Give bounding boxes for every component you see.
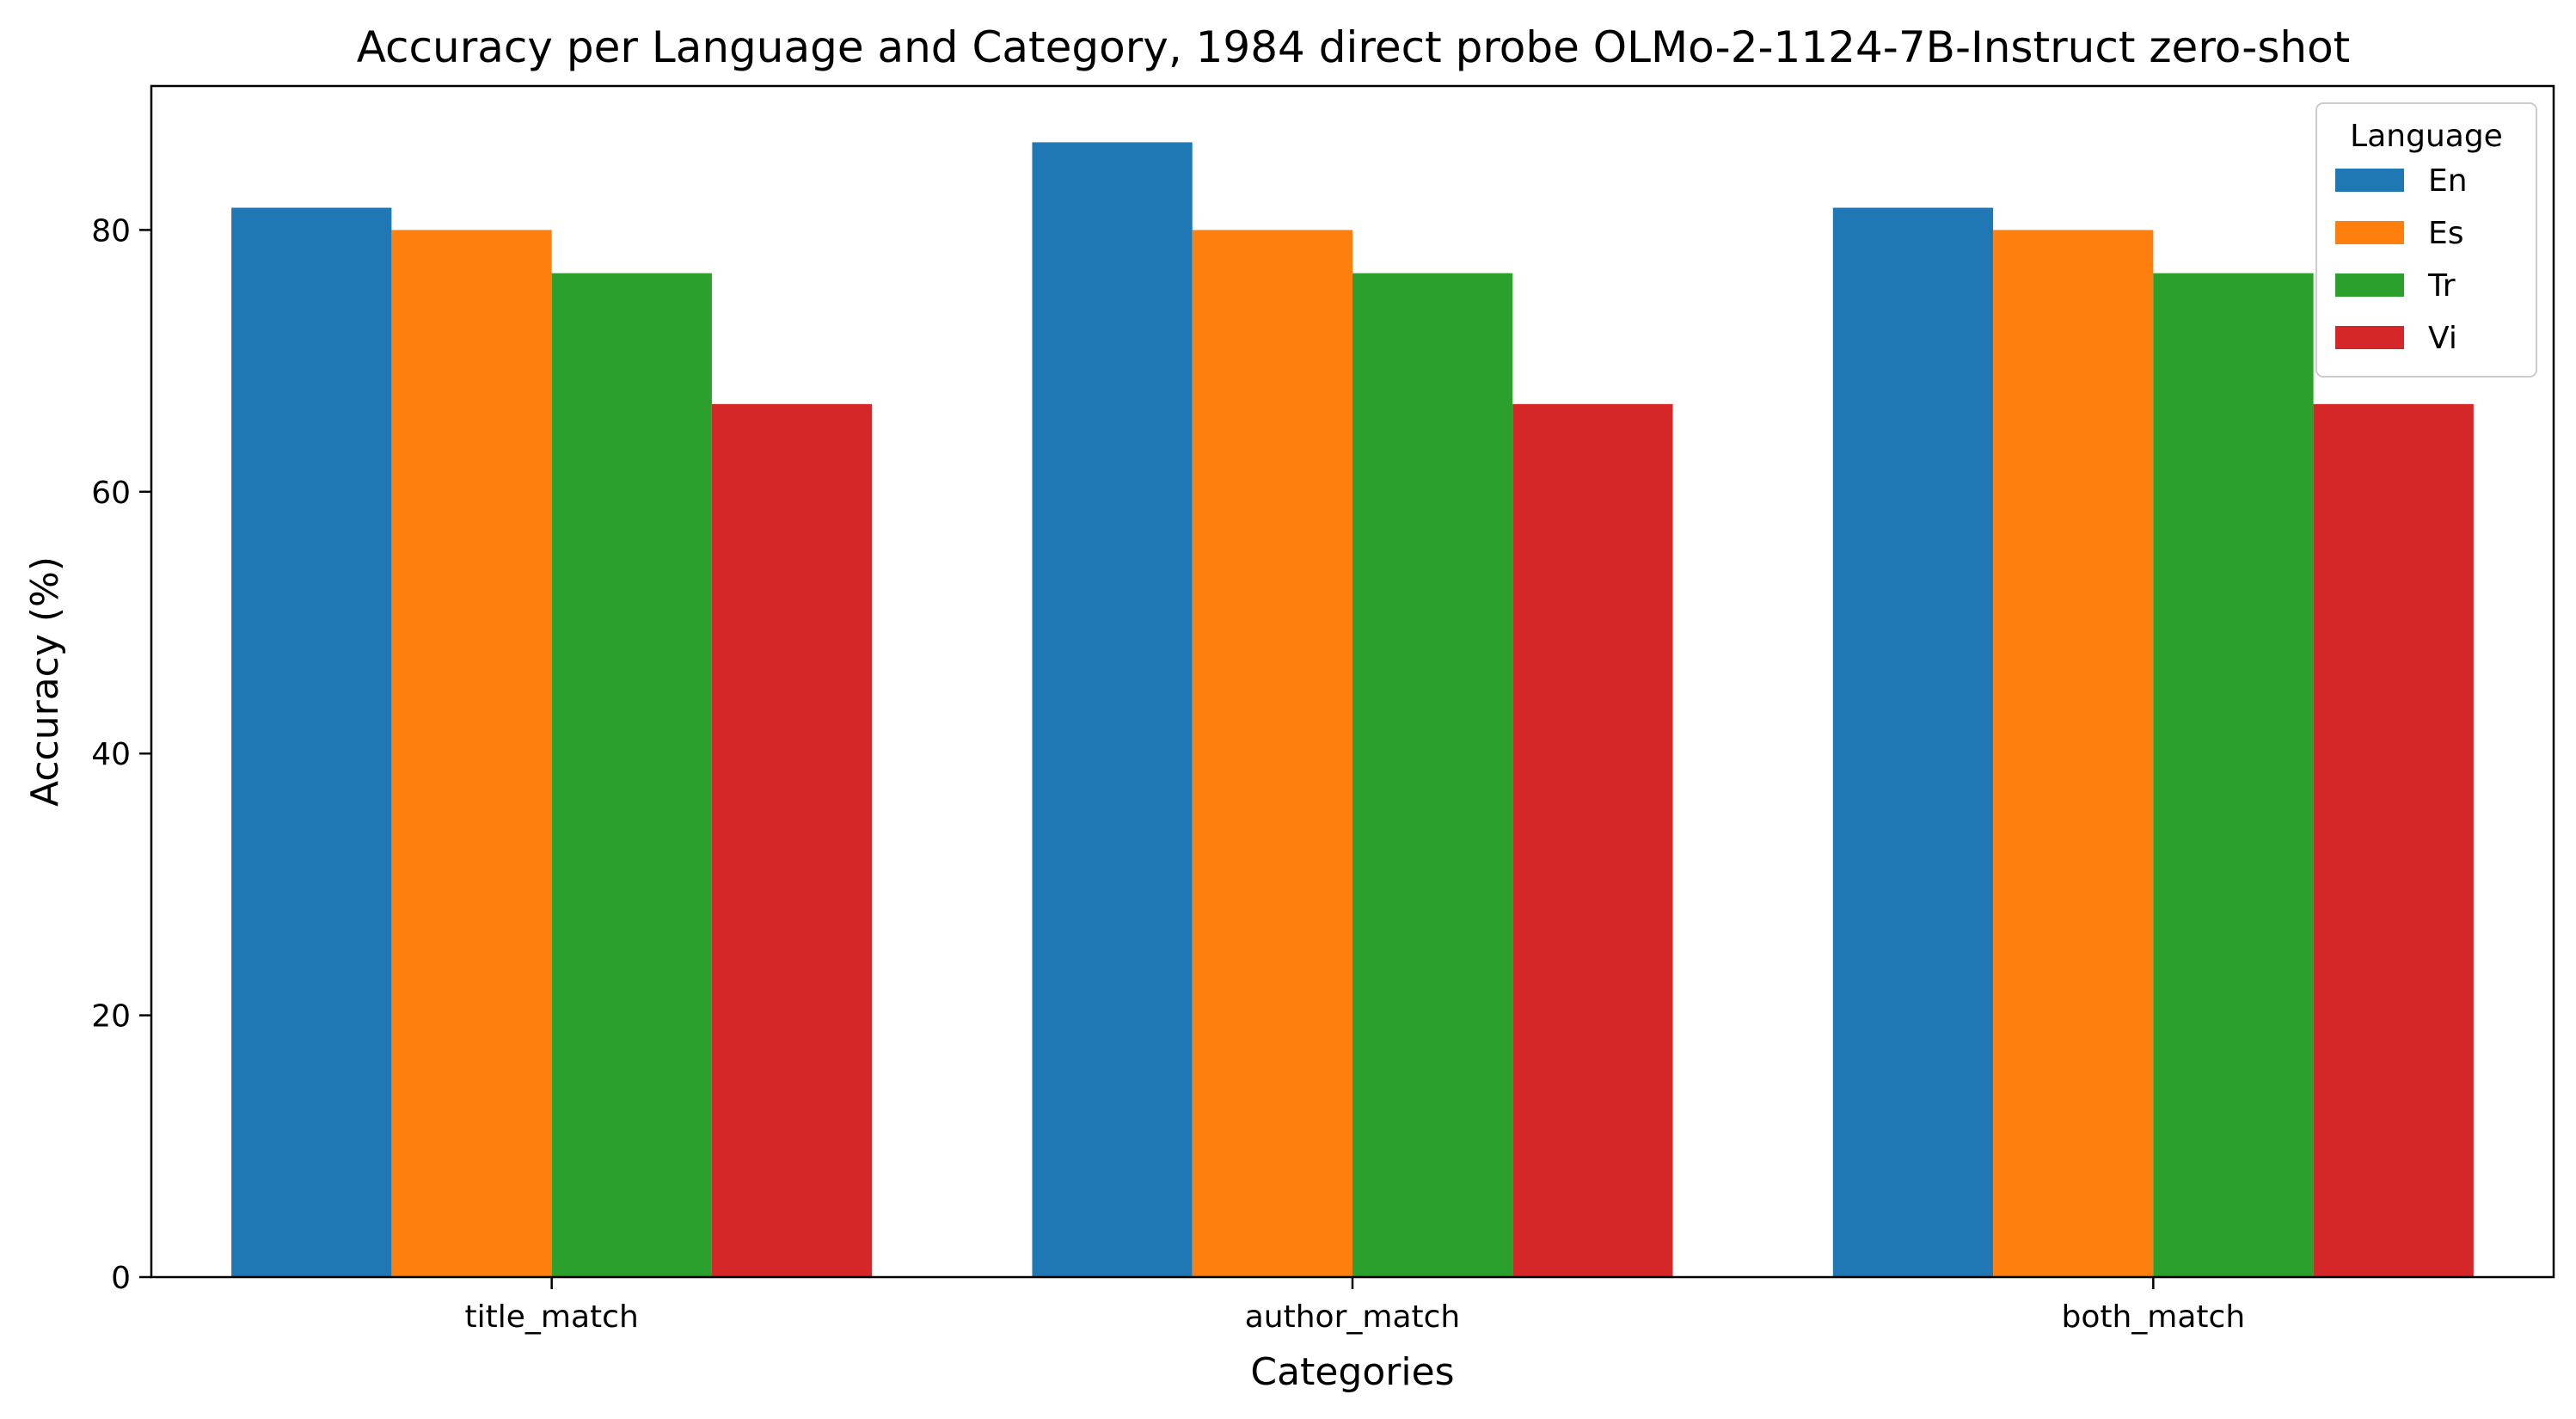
x-tick-label: both_match bbox=[2061, 1299, 2245, 1335]
bar-vi-both-match bbox=[2313, 403, 2474, 1277]
legend-swatch-tr bbox=[2335, 273, 2404, 297]
legend-label-vi: Vi bbox=[2428, 321, 2457, 356]
bar-es-author-match bbox=[1192, 230, 1352, 1277]
y-tick-label: 40 bbox=[91, 737, 131, 772]
legend-title: Language bbox=[2350, 119, 2503, 154]
bar-vi-author-match bbox=[1512, 403, 1673, 1277]
legend-label-es: Es bbox=[2428, 216, 2464, 251]
bar-tr-both-match bbox=[2153, 273, 2314, 1278]
x-tick-label: title_match bbox=[465, 1299, 639, 1335]
bar-es-both-match bbox=[1993, 230, 2154, 1277]
plot-frame bbox=[150, 84, 2555, 1279]
legend-label-en: En bbox=[2428, 163, 2468, 199]
x-axis: title_match author_match both_match bbox=[465, 1277, 2245, 1335]
legend-swatch-en bbox=[2335, 169, 2404, 192]
y-tick-label: 0 bbox=[111, 1261, 131, 1296]
y-axis-label: Accuracy (%) bbox=[23, 556, 67, 807]
bar-es-title-match bbox=[391, 230, 552, 1277]
x-axis-label: Categories bbox=[1250, 1350, 1454, 1394]
chart-title: Accuracy per Language and Category, 1984… bbox=[357, 22, 2351, 72]
y-tick-label: 60 bbox=[91, 476, 131, 511]
bars-group bbox=[231, 142, 2474, 1278]
bar-tr-author-match bbox=[1352, 273, 1513, 1278]
legend-swatch-es bbox=[2335, 221, 2404, 244]
legend-swatch-vi bbox=[2335, 326, 2404, 349]
bar-vi-title-match bbox=[711, 403, 873, 1277]
bar-tr-title-match bbox=[551, 273, 712, 1278]
bar-en-title-match bbox=[231, 207, 392, 1278]
legend: Language En Es Tr Vi bbox=[2315, 102, 2537, 378]
bar-en-author-match bbox=[1032, 142, 1193, 1277]
y-tick-label: 80 bbox=[91, 213, 131, 249]
legend-label-tr: Tr bbox=[2427, 268, 2456, 304]
y-tick-label: 20 bbox=[91, 999, 131, 1035]
y-axis: 0 20 40 60 80 bbox=[91, 213, 151, 1296]
bar-en-both-match bbox=[1832, 207, 1994, 1278]
x-tick-label: author_match bbox=[1245, 1299, 1461, 1335]
